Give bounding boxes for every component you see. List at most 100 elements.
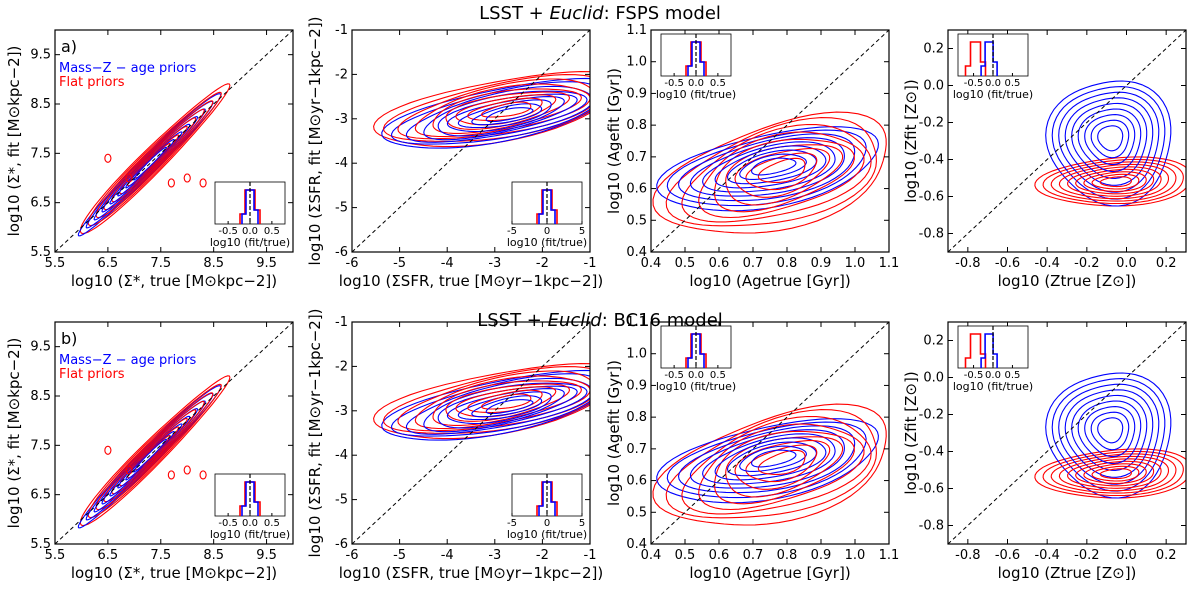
x-axis-label: log10 (ΣSFR, true [M⊙yr−1kpc−2])	[339, 272, 604, 290]
contour-flat-1	[87, 91, 222, 227]
y-tick-label: 8.5	[30, 389, 51, 404]
x-tick-label: 0.7	[743, 256, 764, 271]
contour-flat-0	[79, 375, 231, 527]
x-tick-label: 5.5	[45, 256, 66, 271]
y-tick-label: -0.4	[919, 153, 944, 168]
one-to-one-line	[948, 322, 1186, 544]
contour-flat-4	[111, 409, 197, 495]
x-tick-label: -0.8	[955, 256, 980, 271]
contour-priors-6	[457, 99, 552, 129]
contour-area	[651, 322, 889, 544]
y-tick-label: 0.0	[923, 79, 944, 94]
y-tick-label: -2	[335, 67, 348, 82]
contour-flat-5	[1075, 460, 1155, 487]
y-tick-label: -5	[335, 201, 348, 216]
y-tick-label: 5.5	[30, 537, 51, 552]
x-tick-label: 0.2	[1156, 548, 1177, 563]
axes-frame	[650, 29, 890, 253]
x-tick-label: 6.5	[98, 548, 119, 563]
x-tick-label: 0.4	[641, 256, 662, 271]
x-axis-label: log10 (Agetrue [Gyr])	[689, 564, 850, 582]
axes-frame	[947, 29, 1187, 253]
inset-tick-label: 0.0	[242, 226, 258, 237]
x-tick-label: 8.5	[203, 548, 224, 563]
y-axis-label: log10 (Agefit [Gyr])	[605, 68, 623, 214]
y-tick-label: 0.4	[626, 245, 647, 260]
contour-priors-0	[381, 77, 590, 149]
axes-frame	[650, 321, 890, 545]
inset-tick-label: -0.5	[664, 78, 684, 89]
contour-flat-island-3	[183, 465, 191, 475]
inset-tick-label: 0.5	[1004, 78, 1020, 89]
x-tick-label: 7.5	[150, 256, 171, 271]
contour-priors-6	[727, 149, 817, 185]
contour-priors-0	[656, 418, 879, 504]
y-axis-label: log10 (Zfit [Z⊙])	[902, 79, 920, 202]
x-tick-label: -3	[488, 256, 501, 271]
contour-flat-1	[87, 383, 222, 519]
x-tick-label: 7.5	[150, 548, 171, 563]
inset-tick-label: 5	[579, 518, 585, 529]
y-axis-label: log10 (Zfit [Z⊙])	[902, 371, 920, 494]
contour-priors-0	[1045, 372, 1172, 499]
y-axis-label: log10 (Agefit [Gyr])	[605, 360, 623, 506]
x-axis-label: log10 (Σ*, true [M⊙kpc−2])	[71, 272, 277, 290]
x-tick-label: 0.9	[811, 548, 832, 563]
contour-priors-2	[677, 133, 856, 202]
one-to-one-line	[948, 30, 1186, 252]
contour-flat-island-2	[167, 178, 175, 188]
y-tick-label: -0.2	[919, 408, 944, 423]
x-tick-label: -0.4	[1034, 548, 1059, 563]
contour-priors-4	[702, 141, 836, 193]
contour-priors-5	[1077, 108, 1142, 173]
x-tick-label: 1.0	[845, 256, 866, 271]
contour-priors-0	[381, 369, 590, 441]
y-tick-label: 0.6	[626, 474, 647, 489]
contour-flat-5	[119, 417, 188, 487]
x-tick-label: 0.6	[709, 548, 730, 563]
contour-priors-6	[125, 139, 175, 189]
contour-area	[352, 322, 590, 544]
inset-tick-label: 5	[579, 226, 585, 237]
contour-flat-island-0	[104, 153, 112, 163]
contour-flat-8	[480, 101, 532, 118]
y-tick-label: 0.2	[923, 334, 944, 349]
y-tick-label: 0.5	[626, 505, 647, 520]
panel-age-row1: 0.4 0.5 0.6 0.7 0.8 0.9 1.0 1.1 0.4 0.5 0.6 0.7 0.8 0…	[605, 315, 899, 582]
contour-flat-7	[745, 152, 818, 191]
contour-flat-0	[373, 71, 590, 148]
contour-priors-3	[689, 429, 845, 489]
x-axis-label: log10 (Ztrue [Z⊙])	[998, 564, 1137, 582]
x-tick-label: 0.8	[777, 256, 798, 271]
inset-hist-priors	[980, 333, 998, 368]
y-tick-label: 8.5	[30, 97, 51, 112]
y-tick-label: -4	[335, 448, 348, 463]
y-tick-label: -6	[335, 537, 348, 552]
contour-flat-4	[1067, 166, 1162, 197]
contour-priors-8	[485, 399, 534, 415]
contour-priors-7	[133, 146, 167, 181]
x-tick-label: 0.5	[675, 548, 696, 563]
x-tick-label: 5.5	[45, 548, 66, 563]
contour-flat-5	[119, 125, 188, 195]
contour-flat-7	[1091, 465, 1140, 482]
inset-tick-label: -5	[507, 518, 517, 529]
inset-tick-label: 0	[544, 518, 550, 529]
contour-priors-0	[77, 93, 222, 237]
contour-priors-7	[133, 438, 167, 473]
panel-label: a)	[61, 37, 77, 56]
contour-flat-3	[698, 131, 865, 219]
inset-tick-label: 0.5	[710, 78, 726, 89]
legend-entry: Mass−Z − age priors	[59, 61, 197, 76]
contour-flat-6	[1083, 171, 1147, 192]
contour-priors-6	[1084, 406, 1136, 458]
contour-priors-8	[751, 157, 797, 176]
inset-xlabel: log10 (fit/true)	[656, 380, 736, 393]
contour-priors-1	[391, 373, 590, 437]
